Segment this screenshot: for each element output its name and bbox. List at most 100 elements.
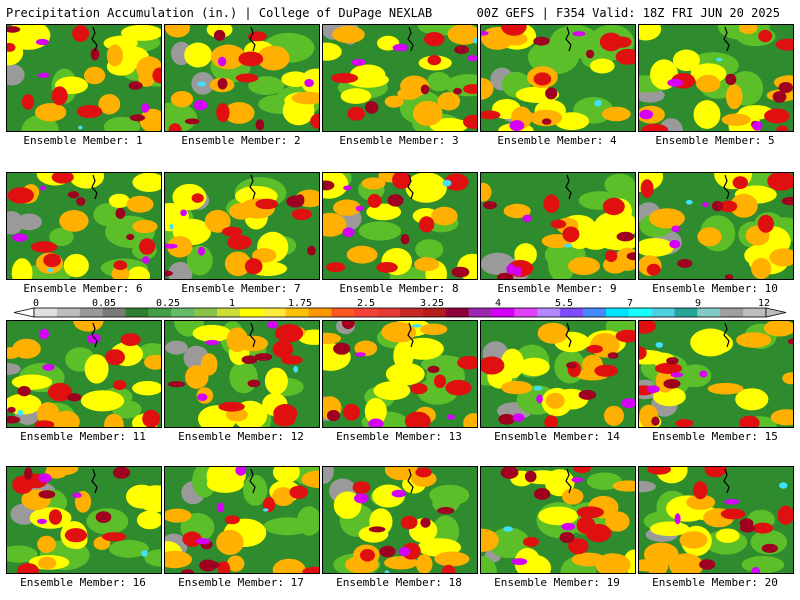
colorbar-swatch [308, 308, 332, 317]
precipitation-field [323, 173, 477, 279]
precipitation-field [7, 173, 161, 279]
precipitation-field [639, 25, 793, 131]
colorbar-swatch [651, 308, 675, 317]
ensemble-member-label: Ensemble Member: 17 [178, 576, 304, 589]
ensemble-member-label: Ensemble Member: 8 [339, 282, 459, 295]
ensemble-member-map [638, 24, 794, 132]
colorbar-swatch [514, 308, 538, 317]
colorbar-tick-label: 5.5 [555, 298, 573, 309]
colorbar-swatch [560, 308, 584, 317]
colorbar-tick-label: 1.75 [288, 298, 312, 309]
ensemble-member-map [322, 172, 478, 280]
ensemble-member-label: Ensemble Member: 20 [652, 576, 778, 589]
ensemble-member-label: Ensemble Member: 7 [181, 282, 301, 295]
colorbar-swatch [445, 308, 470, 317]
colorbar-swatch [743, 308, 767, 317]
colorbar-swatch [56, 308, 81, 317]
ensemble-member-map [322, 320, 478, 428]
ensemble-member-label: Ensemble Member: 16 [20, 576, 146, 589]
colorbar-swatch [34, 308, 58, 317]
ensemble-member-label: Ensemble Member: 13 [336, 430, 462, 443]
ensemble-member-map [6, 24, 162, 132]
ensemble-member-map [322, 466, 478, 574]
colorbar-swatch [468, 308, 492, 317]
colorbar-swatch [285, 308, 309, 317]
colorbar-swatch [331, 308, 355, 317]
ensemble-member-map [638, 320, 794, 428]
ensemble-member-map [164, 24, 320, 132]
colorbar-swatch [537, 308, 561, 317]
colorbar-swatch [102, 308, 126, 317]
precipitation-field [323, 321, 477, 427]
ensemble-member-map [480, 172, 636, 280]
colorbar-tick-label: 9 [695, 298, 701, 309]
ensemble-member-map [6, 466, 162, 574]
precipitation-field [7, 321, 161, 427]
colorbar-swatch [148, 308, 172, 317]
colorbar-max-arrow [765, 307, 787, 318]
ensemble-member-label: Ensemble Member: 15 [652, 430, 778, 443]
colorbar-tick-label: 2.5 [357, 298, 375, 309]
precipitation-field [165, 173, 319, 279]
colorbar-tick-label: 3.25 [420, 298, 444, 309]
colorbar-swatch [583, 308, 607, 317]
ensemble-member-label: Ensemble Member: 2 [181, 134, 301, 147]
precipitation-field [639, 467, 793, 573]
ensemble-member-map [164, 320, 320, 428]
ensemble-member-label: Ensemble Member: 3 [339, 134, 459, 147]
precipitation-field [323, 25, 477, 131]
precipitation-field [165, 25, 319, 131]
precipitation-field [481, 25, 635, 131]
ensemble-member-label: Ensemble Member: 11 [20, 430, 146, 443]
ensemble-member-label: Ensemble Member: 12 [178, 430, 304, 443]
colorbar-swatch [217, 308, 241, 317]
ensemble-member-map [480, 466, 636, 574]
colorbar-swatch [194, 308, 218, 317]
ensemble-member-label: Ensemble Member: 6 [23, 282, 143, 295]
ensemble-member-label: Ensemble Member: 10 [652, 282, 778, 295]
ensemble-member-label: Ensemble Member: 14 [494, 430, 620, 443]
precipitation-field [481, 321, 635, 427]
ensemble-member-label: Ensemble Member: 1 [23, 134, 143, 147]
precipitation-field [165, 321, 319, 427]
header-run-info: 00Z GEFS | F354 Valid: 18Z FRI JUN 20 20… [476, 6, 780, 20]
ensemble-member-map [638, 172, 794, 280]
precipitation-field [323, 467, 477, 573]
colorbar-tick-label: 1 [229, 298, 235, 309]
colorbar-tick-label: 4 [495, 298, 501, 309]
ensemble-member-label: Ensemble Member: 5 [655, 134, 775, 147]
colorbar-swatch [491, 308, 515, 317]
colorbar-min-arrow [13, 307, 35, 318]
ensemble-member-map [480, 24, 636, 132]
colorbar-swatch [239, 308, 264, 317]
colorbar-swatch [79, 308, 104, 317]
colorbar-tick-label: 0 [33, 298, 39, 309]
colorbar-swatch [422, 308, 447, 317]
colorbar-swatch [674, 308, 698, 317]
precipitation-field [481, 173, 635, 279]
colorbar-swatch [171, 308, 195, 317]
ensemble-member-map [6, 320, 162, 428]
ensemble-member-label: Ensemble Member: 4 [497, 134, 617, 147]
colorbar-swatch [354, 308, 378, 317]
colorbar-tick-label: 12 [758, 298, 770, 309]
precipitation-field [639, 321, 793, 427]
ensemble-member-label: Ensemble Member: 9 [497, 282, 617, 295]
colorbar-tick-label: 0.25 [156, 298, 180, 309]
header-title: Precipitation Accumulation (in.) | Colle… [6, 6, 433, 20]
colorbar-swatch [262, 308, 287, 317]
ensemble-member-map [322, 24, 478, 132]
ensemble-member-map [480, 320, 636, 428]
precipitation-field [7, 467, 161, 573]
colorbar-swatch [605, 308, 630, 317]
colorbar-tick-label: 0.05 [92, 298, 116, 309]
ensemble-member-label: Ensemble Member: 18 [336, 576, 462, 589]
colorbar-swatch [125, 308, 149, 317]
colorbar-swatch [720, 308, 744, 317]
colorbar-tick-label: 7 [627, 298, 633, 309]
ensemble-member-label: Ensemble Member: 19 [494, 576, 620, 589]
precipitation-colorbar: 0 0.05 0.25 1 1.75 2.5 3.25 4 5.5 7 9 12 [13, 298, 787, 318]
ensemble-member-map [6, 172, 162, 280]
ensemble-member-map [638, 466, 794, 574]
colorbar-swatch [628, 308, 653, 317]
